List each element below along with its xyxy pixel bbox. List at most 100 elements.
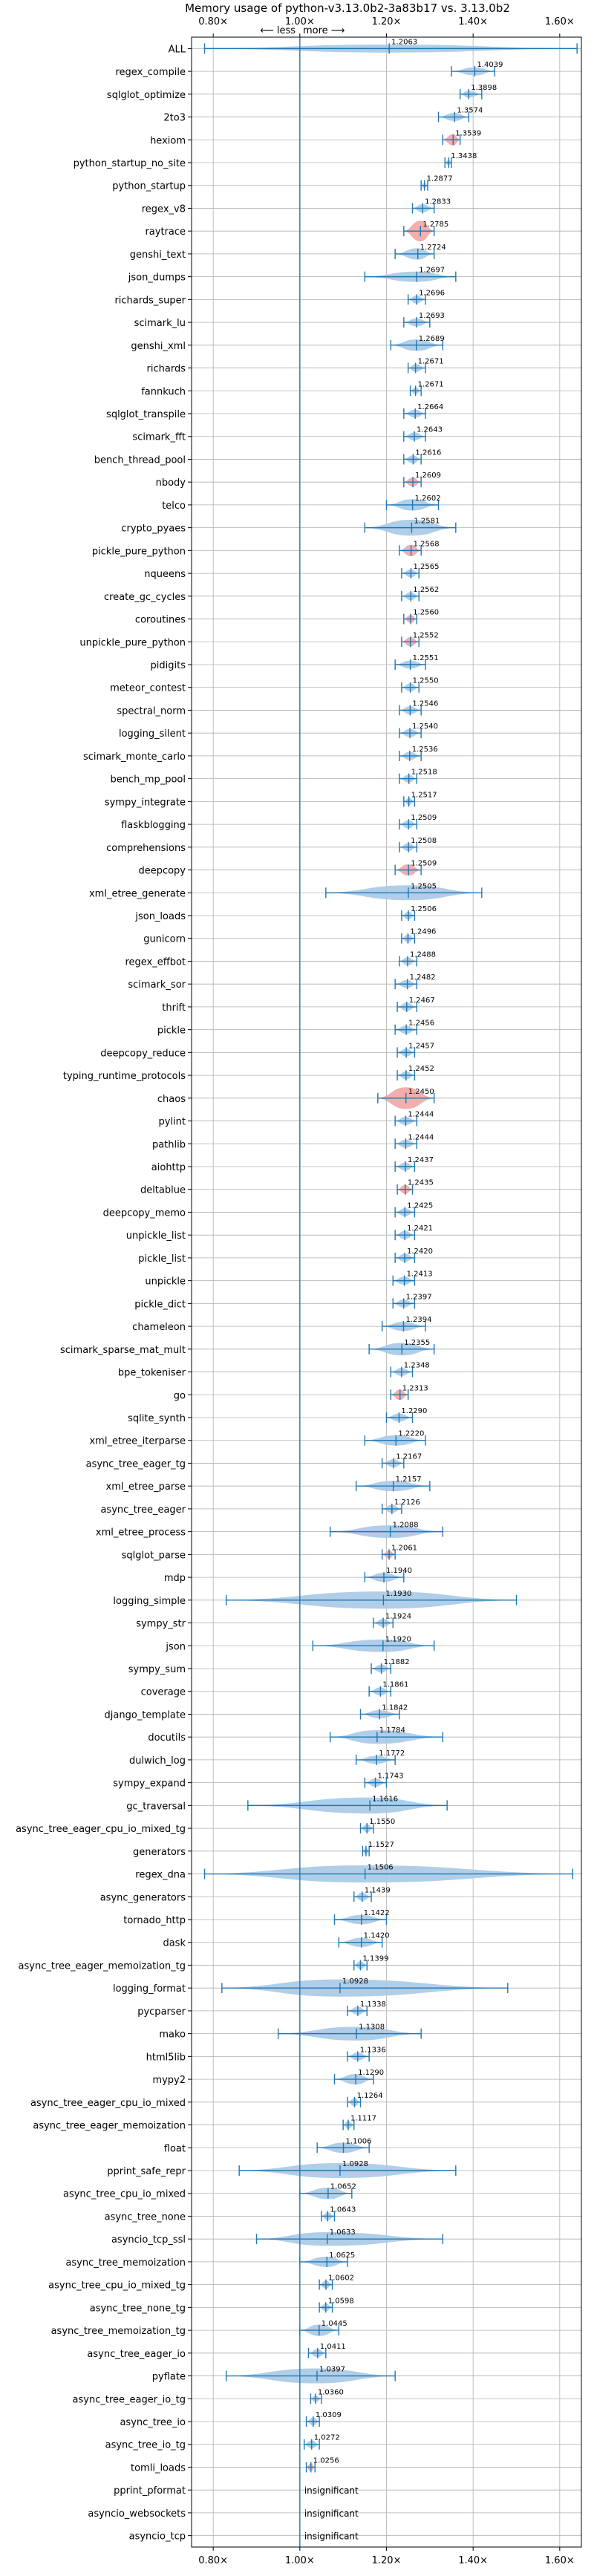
value-label: 1.2785 [422, 221, 448, 229]
benchmark-label-async_tree_eager_memoization_tg: async_tree_eager_memoization_tg [19, 1960, 186, 1972]
value-label: 1.2126 [394, 1499, 420, 1507]
top-tick-label: 0.80× [198, 16, 228, 27]
bottom-tick-label: 1.00× [285, 2555, 315, 2566]
benchmark-label-create_gc_cycles: create_gc_cycles [104, 592, 186, 603]
benchmark-label-unpickle_list: unpickle_list [126, 1230, 186, 1242]
benchmark-label-async_tree_io_tg: async_tree_io_tg [105, 2440, 186, 2451]
top-tick-label: 1.00× [285, 16, 315, 27]
benchmark-label-fannkuch: fannkuch [141, 386, 186, 397]
value-label: 1.1550 [369, 1818, 395, 1826]
benchmark-label-deepcopy_memo: deepcopy_memo [103, 1207, 186, 1219]
benchmark-label-pprint_safe_repr: pprint_safe_repr [107, 2166, 186, 2177]
value-label: 1.0360 [318, 2388, 344, 2396]
bottom-tick-labels: 0.80× 1.00× 1.20× 1.40× 1.60× [198, 2555, 575, 2566]
benchmark-label-richards_super: richards_super [114, 295, 186, 306]
value-label: 1.2450 [408, 1088, 434, 1096]
benchmark-label-asyncio_websockets: asyncio_websockets [88, 2508, 186, 2520]
benchmark-label-async_tree_eager_io_tg: async_tree_eager_io_tg [73, 2394, 186, 2405]
value-label: 1.2689 [419, 335, 445, 343]
value-label: 1.2467 [409, 997, 435, 1005]
value-label: 1.2425 [407, 1201, 433, 1210]
benchmark-label-python_startup_no_site: python_startup_no_site [74, 158, 186, 169]
benchmark-label-json: json [165, 1641, 186, 1652]
benchmark-label-dulwich_log: dulwich_log [129, 1755, 186, 1767]
value-label: 1.2833 [425, 198, 451, 206]
value-label: 1.2560 [413, 609, 439, 617]
value-label: 1.1920 [385, 1635, 411, 1643]
benchmark-label-crypto_pyaes: crypto_pyaes [121, 524, 186, 535]
benchmark-label-float: float [164, 2143, 186, 2154]
benchmark-label-pprint_pformat: pprint_pformat [114, 2485, 186, 2497]
benchmark-label-asyncio_tcp: asyncio_tcp [129, 2531, 186, 2543]
value-label: 1.2877 [427, 175, 453, 183]
value-label: 1.1882 [384, 1658, 410, 1666]
value-label: 1.3539 [455, 129, 481, 137]
violins: 1.2063 1.4039 1.3898 1.3574 1.3539 1.3438 1.28… [203, 38, 578, 2473]
benchmark-label-genshi_xml: genshi_xml [131, 341, 186, 352]
benchmark-label-scimark_sparse_mat_mult: scimark_sparse_mat_mult [60, 1345, 186, 1356]
value-label: 1.2413 [407, 1271, 433, 1279]
value-label: 1.2421 [407, 1225, 433, 1233]
value-label: 1.2509 [411, 860, 437, 868]
value-label: 1.2509 [411, 814, 437, 822]
benchmark-label-async_tree_none: async_tree_none [105, 2211, 186, 2223]
benchmark-label-async_tree_cpu_io_mixed_tg: async_tree_cpu_io_mixed_tg [48, 2280, 186, 2292]
benchmark-label-comprehensions: comprehensions [106, 843, 186, 854]
value-label: 1.2609 [415, 472, 441, 480]
value-label: 1.2348 [404, 1362, 430, 1370]
bottom-tick-label: 1.60× [545, 2555, 575, 2566]
insignificant-label: insignificant [304, 2485, 359, 2496]
value-label: 1.2696 [419, 289, 445, 297]
benchmark-label-aiohttp: aiohttp [151, 1162, 186, 1173]
benchmark-label-sqlglot_parse: sqlglot_parse [122, 1550, 186, 1561]
value-label: 1.2546 [412, 700, 438, 708]
top-tick-label: 1.60× [545, 16, 575, 27]
benchmark-label-async_tree_eager_tg: async_tree_eager_tg [86, 1458, 186, 1470]
benchmark-label-sympy_sum: sympy_sum [128, 1664, 186, 1675]
benchmark-label-python_startup: python_startup [112, 181, 186, 192]
benchmark-label-logging_format: logging_format [113, 1983, 186, 1995]
insignificant-label: insignificant [304, 2531, 359, 2542]
value-label: 1.0256 [313, 2456, 339, 2465]
value-label: 1.2355 [404, 1339, 430, 1347]
benchmark-label-tomli_loads: tomli_loads [131, 2462, 186, 2474]
value-label: 1.1616 [372, 1795, 398, 1803]
benchmark-label-xml_etree_parse: xml_etree_parse [106, 1481, 186, 1493]
value-label: 1.2602 [415, 495, 441, 503]
benchmark-label-deltablue: deltablue [140, 1185, 186, 1196]
value-label: 1.2290 [401, 1407, 427, 1415]
value-label: 1.0633 [330, 2228, 356, 2237]
chart-title: Memory usage of python-v3.13.0b2-3a83b17… [185, 1, 510, 15]
value-label: 1.2506 [411, 905, 437, 913]
value-label: 1.2457 [408, 1042, 434, 1050]
benchmark-label-genshi_text: genshi_text [130, 250, 186, 261]
value-label: 1.2518 [411, 769, 437, 777]
benchmark-label-regex_compile: regex_compile [115, 67, 186, 78]
value-label: 1.2551 [413, 654, 439, 662]
value-label: 1.2536 [412, 746, 438, 754]
value-label: 1.2220 [398, 1430, 424, 1438]
value-label: 1.1117 [350, 2115, 376, 2123]
benchmark-label-async_tree_io: async_tree_io [120, 2417, 186, 2428]
value-label: 1.0598 [328, 2297, 354, 2305]
benchmark-label-xml_etree_generate: xml_etree_generate [89, 888, 186, 899]
benchmark-label-generators: generators [133, 1847, 186, 1858]
benchmark-label-pickle: pickle [157, 1025, 186, 1037]
benchmark-label-mdp: mdp [164, 1573, 186, 1584]
benchmark-label-deepcopy_reduce: deepcopy_reduce [100, 1048, 186, 1059]
benchmark-label-django_template: django_template [105, 1709, 186, 1721]
value-label: 1.2697 [419, 267, 445, 275]
value-label: 1.0928 [342, 2160, 368, 2168]
value-label: 1.2671 [418, 380, 444, 388]
benchmark-label-sympy_integrate: sympy_integrate [105, 797, 186, 808]
benchmark-label-async_tree_eager_io: async_tree_eager_io [87, 2349, 186, 2360]
value-label: 1.2488 [410, 950, 436, 959]
value-label: 1.1290 [358, 2069, 384, 2077]
benchmark-label-tornado_http: tornado_http [123, 1915, 186, 1926]
benchmark-label-async_generators: async_generators [100, 1892, 186, 1903]
top-tick-label: 1.40× [458, 16, 488, 27]
benchmark-label-scimark_lu: scimark_lu [134, 318, 186, 329]
benchmark-label-go: go [174, 1390, 186, 1401]
benchmark-label-meteor_contest: meteor_contest [110, 683, 186, 694]
value-label: 1.2397 [406, 1293, 432, 1301]
